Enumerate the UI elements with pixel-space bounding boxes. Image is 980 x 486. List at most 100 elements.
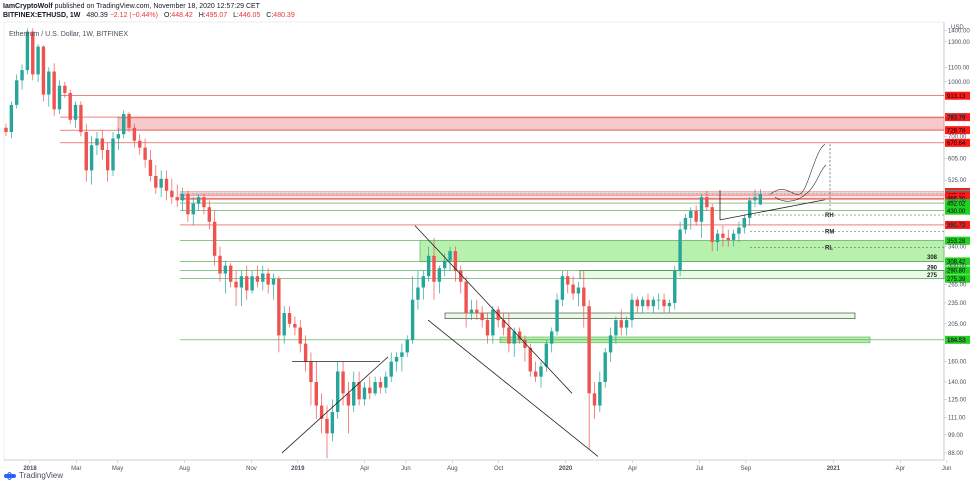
candle-body-28 (154, 175, 158, 188)
candle-body-133 (715, 233, 720, 243)
y-tick-label-8: 235.00 (948, 301, 967, 307)
y-tick-label-18: 1000.00 (948, 80, 970, 86)
candle-body-138 (742, 217, 746, 228)
candle-body-43 (234, 281, 238, 288)
y-tick-label-12: 390.00 (948, 224, 967, 230)
candle-body-84 (453, 251, 458, 271)
level-label-3: 670.64 (947, 141, 966, 147)
candle-body-32 (175, 197, 179, 201)
candle-body-99 (533, 371, 538, 377)
y-tick-label-21: 1400.00 (948, 28, 970, 34)
y-tick-label-3: 125.00 (948, 397, 967, 403)
candle-body-85 (459, 270, 463, 282)
candle-body-132 (710, 207, 714, 243)
axis-unit: USD (951, 25, 964, 31)
x-tick-label-13: Sep (741, 466, 752, 472)
annotation-3: 308 (927, 255, 938, 261)
candle-body-82 (443, 260, 447, 269)
level-label-12: 308.42 (947, 260, 966, 266)
annotation-0: RH (825, 213, 834, 219)
candle-body-137 (737, 227, 741, 234)
candle-body-47 (255, 276, 260, 282)
y-tick-label-10: 300.00 (948, 264, 967, 270)
candle-body-10 (57, 85, 62, 110)
x-tick-label-10: 2020 (559, 466, 573, 472)
candle-body-30 (164, 178, 169, 191)
candle-body-107 (576, 287, 581, 294)
candle-body-119 (640, 299, 645, 307)
x-tick-label-11: Apr (628, 466, 637, 472)
candle-body-124 (667, 302, 672, 307)
tradingview-brand: TradingView (19, 471, 64, 480)
candle-body-93 (501, 320, 506, 328)
candle-body-122 (657, 299, 661, 301)
candle-body-1 (9, 104, 14, 133)
level-tag-11 (945, 236, 970, 245)
candle-body-5 (31, 31, 35, 75)
level-label-14: 275.39 (947, 277, 966, 283)
level-tag-15 (945, 335, 970, 344)
low-value: 446.05 (238, 12, 261, 19)
candle-body-95 (512, 331, 516, 344)
y-tick-label-13: 460.00 (948, 198, 967, 204)
symbol-label: BITFINEX:ETHUSD, 1W (3, 12, 81, 19)
candle-body-120 (646, 299, 650, 307)
candle-body-103 (555, 299, 559, 332)
candle-body-45 (245, 276, 249, 291)
candle-body-88 (475, 309, 479, 314)
candle-body-76 (410, 299, 415, 340)
candle-body-86 (464, 281, 468, 314)
candle-body-19 (105, 149, 110, 171)
y-tick-label-4: 140.00 (948, 380, 967, 386)
candle-body-65 (352, 382, 356, 406)
candle-body-68 (368, 387, 372, 394)
y-tick-label-0: 88.00 (948, 451, 964, 457)
open-value: 448.42 (171, 12, 193, 19)
candle-body-58 (314, 382, 318, 406)
x-tick-label-4: Nov (246, 466, 257, 472)
price-change: −2.12 (−0.44%) (109, 12, 158, 19)
candle-body-50 (271, 278, 276, 285)
level-label-15: 184.53 (947, 338, 966, 344)
candle-body-17 (95, 138, 99, 146)
candle-body-23 (127, 114, 131, 128)
y-tick-label-5: 160.00 (948, 360, 967, 366)
candle-body-83 (448, 251, 452, 261)
candle-body-131 (705, 197, 709, 208)
candle-body-34 (186, 193, 190, 215)
author-name[interactable]: IamCryptoWolf (3, 3, 53, 10)
level-tag-0 (945, 91, 970, 100)
candle-body-97 (523, 339, 527, 348)
candle-body-56 (303, 343, 308, 362)
candle-body-62 (336, 371, 340, 413)
trend-line-2 (414, 225, 573, 394)
x-tick-label-6: Apr (360, 466, 369, 472)
candle-body-139 (747, 200, 752, 218)
candle-body-29 (159, 178, 163, 188)
candle-body-18 (100, 138, 104, 150)
candle-body-109 (587, 306, 591, 394)
candle-body-135 (726, 237, 730, 240)
candle-body-42 (229, 265, 233, 282)
candle-body-127 (683, 217, 688, 230)
candle-body-75 (405, 339, 409, 353)
candle-body-69 (373, 382, 377, 394)
candle-body-106 (571, 284, 575, 294)
candle-body-141 (758, 193, 763, 205)
close-value: 480.39 (273, 12, 295, 19)
support-zone-308 (419, 240, 945, 262)
candle-body-77 (416, 287, 420, 300)
candle-body-59 (319, 405, 324, 419)
y-tick-label-14: 525.00 (948, 178, 967, 184)
candle-body-4 (25, 31, 30, 71)
candle-body-67 (362, 387, 367, 400)
candle-body-121 (651, 299, 656, 307)
support-box-275 (579, 270, 945, 280)
level-label-1: 793.79 (947, 115, 966, 121)
candle-body-49 (266, 273, 270, 285)
candle-body-36 (196, 197, 201, 204)
candle-body-3 (20, 70, 24, 81)
candle-body-31 (170, 190, 174, 198)
candle-body-114 (614, 320, 618, 336)
